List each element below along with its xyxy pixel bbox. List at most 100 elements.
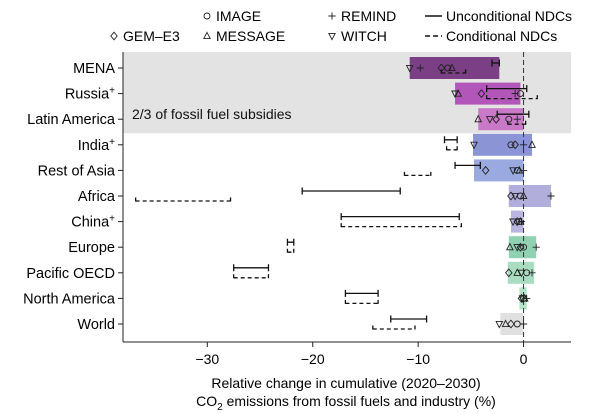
marker-message-rest-of-asia <box>515 165 524 174</box>
legend-label-image: IMAGE <box>216 8 261 24</box>
region-label-rest-of-asia: Rest of Asia <box>38 163 116 179</box>
region-label-sup: + <box>109 86 115 97</box>
marker-message-latin-america <box>474 114 483 123</box>
region-label-sup: + <box>109 214 115 225</box>
axis-layer: −30 −20 −10 0 MENA Russia+ Latin America India+… <box>23 52 571 413</box>
region-label-world: World <box>77 317 115 333</box>
x-axis-title-rest: emissions from fossil fuels and industry… <box>223 393 496 409</box>
range-bar-world <box>500 313 524 335</box>
region-label-china: China+ <box>71 214 115 231</box>
unconditional-ndc-north-america <box>344 289 379 297</box>
region-label-pacific-oecd: Pacific OECD <box>26 266 115 282</box>
range-bar-pacific-oecd <box>507 261 535 284</box>
legend-label-conditional: Conditional NDCs <box>446 28 557 44</box>
marker-message-china <box>516 217 525 225</box>
unconditional-ndc-world <box>390 315 428 323</box>
marker-gem-e3-russia <box>477 89 486 99</box>
region-label-russia: Russia+ <box>65 86 115 103</box>
marker-remind-china <box>517 218 526 226</box>
unconditional-ndc-china <box>340 213 460 221</box>
region-label-north-america: North America <box>23 291 116 307</box>
marker-message-europe <box>505 242 514 251</box>
range-bar-mena <box>409 57 500 79</box>
marker-image-india <box>507 141 515 149</box>
marker-gem-e3-pacific-oecd <box>505 268 513 278</box>
marker-witch-india <box>470 141 478 150</box>
legend-label-witch: WITCH <box>341 28 387 44</box>
range-bar-africa <box>508 185 551 207</box>
marker-gem-e3-mena <box>437 63 446 73</box>
unconditional-ndc-europe <box>286 238 295 246</box>
region-label-mena: MENA <box>73 61 115 77</box>
legend-marker-remind <box>328 12 336 20</box>
x-axis-title-subscript: 2 <box>217 402 223 413</box>
legend-marker-witch <box>328 32 336 41</box>
marker-message-russia <box>454 89 463 97</box>
conditional-ndc-china <box>340 223 463 231</box>
marker-image-latin-america <box>505 115 513 123</box>
range-bar-rest-of-asia <box>474 159 524 182</box>
marker-remind-india <box>519 141 528 149</box>
marker-witch-latin-america <box>485 116 494 124</box>
marker-witch-africa <box>511 192 520 201</box>
marker-remind-world <box>519 320 528 328</box>
x-tick-label: −20 <box>301 351 325 367</box>
x-axis-title-line2: CO2 emissions from fossil fuels and indu… <box>196 393 496 413</box>
marker-remind-russia <box>511 90 519 98</box>
marker-remind-latin-america <box>513 115 521 123</box>
legend: GEM–E3 IMAGE MESSAGE REMIND WITCH Uncondition… <box>110 8 572 44</box>
marker-message-africa <box>519 191 528 200</box>
marker-gem-e3-world <box>507 319 515 329</box>
legend-label-gem-e3: GEM–E3 <box>123 28 180 44</box>
marker-witch-russia <box>451 90 459 99</box>
conditional-ndc-pacific-oecd <box>233 274 270 282</box>
conditional-ndc-north-america <box>344 299 379 307</box>
region-label-europe: Europe <box>68 240 115 256</box>
conditional-ndc-rest-of-asia <box>403 171 432 179</box>
conditional-ndc-europe <box>286 248 295 256</box>
unconditional-ndc-rest-of-asia <box>454 161 481 169</box>
conditional-ndc-russia <box>486 95 538 103</box>
marker-image-europe <box>520 243 528 251</box>
region-label-africa: Africa <box>78 189 116 205</box>
conditional-ndc-mena <box>440 69 467 77</box>
model-markers-layer <box>405 63 555 329</box>
unconditional-ndc-india <box>443 136 458 144</box>
legend-marker-image <box>203 12 211 20</box>
range-bar-russia <box>455 82 521 105</box>
legend-label-unconditional: Unconditional NDCs <box>446 8 572 24</box>
x-tick-label: −10 <box>406 351 430 367</box>
legend-marker-gem-e3 <box>110 31 118 41</box>
x-axis-title-co: CO <box>196 393 217 409</box>
marker-remind-mena <box>416 64 424 72</box>
marker-gem-e3-rest-of-asia <box>481 165 490 175</box>
marker-message-india <box>528 140 536 148</box>
range-bar-china <box>510 210 524 233</box>
marker-witch-europe <box>513 244 522 252</box>
legend-label-message: MESSAGE <box>216 28 285 44</box>
unconditional-ndc-mena <box>491 59 500 67</box>
unconditional-ndc-pacific-oecd <box>233 264 270 272</box>
marker-message-mena <box>447 63 456 72</box>
legend-label-remind: REMIND <box>341 8 396 24</box>
ndc-lines-layer <box>134 59 538 333</box>
marker-remind-rest-of-asia <box>519 166 528 174</box>
marker-gem-e3-india <box>511 140 519 150</box>
marker-remind-africa <box>547 192 555 200</box>
marker-witch-mena <box>405 64 414 73</box>
unconditional-ndc-africa <box>301 187 401 195</box>
region-label-sup: + <box>109 137 115 148</box>
marker-gem-e3-europe <box>516 242 525 252</box>
legend-marker-message <box>203 31 211 40</box>
marker-remind-pacific-oecd <box>528 269 536 277</box>
range-bar-europe <box>508 236 537 259</box>
conditional-ndc-india <box>445 146 458 154</box>
x-tick-label: 0 <box>520 351 528 367</box>
subsidy-band-label: 2/3 of fossil fuel subsidies <box>132 106 292 122</box>
marker-gem-e3-latin-america <box>492 114 500 124</box>
region-label-latin-america: Latin America <box>27 112 116 128</box>
conditional-ndc-africa <box>134 197 232 205</box>
unconditional-ndc-russia <box>486 85 528 93</box>
marker-remind-north-america <box>523 294 531 302</box>
